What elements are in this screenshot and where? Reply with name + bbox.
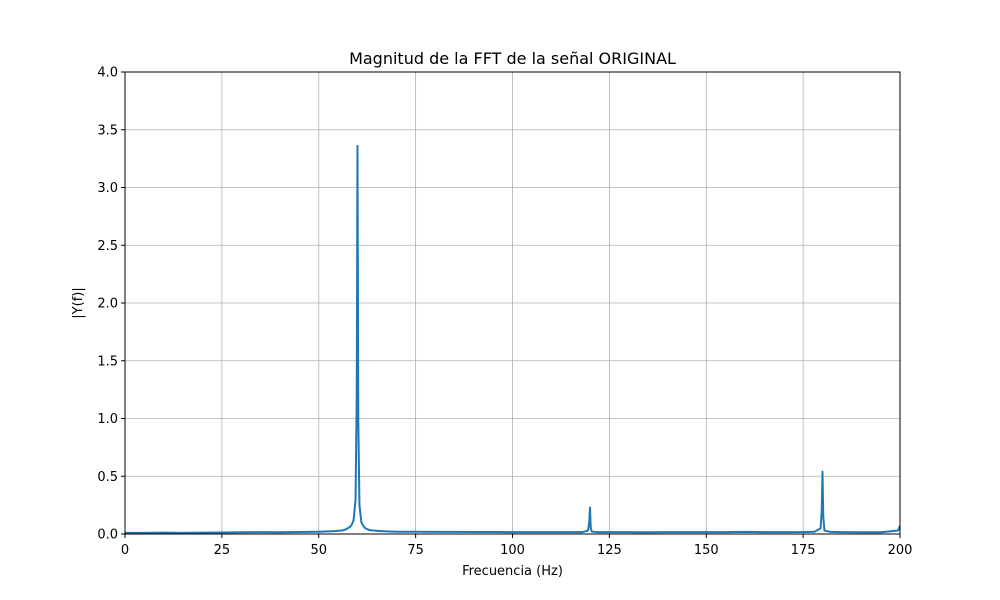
x-axis-title: Frecuencia (Hz)	[462, 564, 563, 579]
y-tick-label: 3.0	[97, 181, 118, 196]
x-tick-label: 25	[214, 543, 231, 558]
x-tick-label: 75	[407, 543, 424, 558]
x-tick-label: 125	[597, 543, 622, 558]
y-tick-label: 3.5	[97, 123, 118, 138]
y-tick-label: 1.0	[97, 412, 118, 427]
y-tick-label: 0.5	[97, 470, 118, 485]
x-tick-label: 100	[500, 543, 525, 558]
axis-ticks: 0 25 50 75 100 125 150 175 200 0.0 0.5 1.0 1.5 2.0 2.5…	[97, 66, 912, 559]
y-axis-title: |Y(f)|	[71, 287, 86, 318]
x-tick-label: 150	[694, 543, 719, 558]
y-tick-label: 2.0	[97, 297, 118, 312]
fft-magnitude-line	[125, 144, 901, 534]
y-tick-label: 2.5	[97, 239, 118, 254]
y-tick-label: 1.5	[97, 354, 118, 369]
plot-area	[125, 144, 901, 534]
x-tick-label: 0	[121, 543, 129, 558]
y-tick-label: 0.0	[97, 528, 118, 543]
x-tick-label: 175	[791, 543, 816, 558]
x-tick-label: 200	[888, 543, 913, 558]
y-tick-label: 4.0	[97, 66, 118, 81]
chart-title: Magnitud de la FFT de la señal ORIGINAL	[349, 49, 676, 68]
x-tick-label: 50	[310, 543, 327, 558]
